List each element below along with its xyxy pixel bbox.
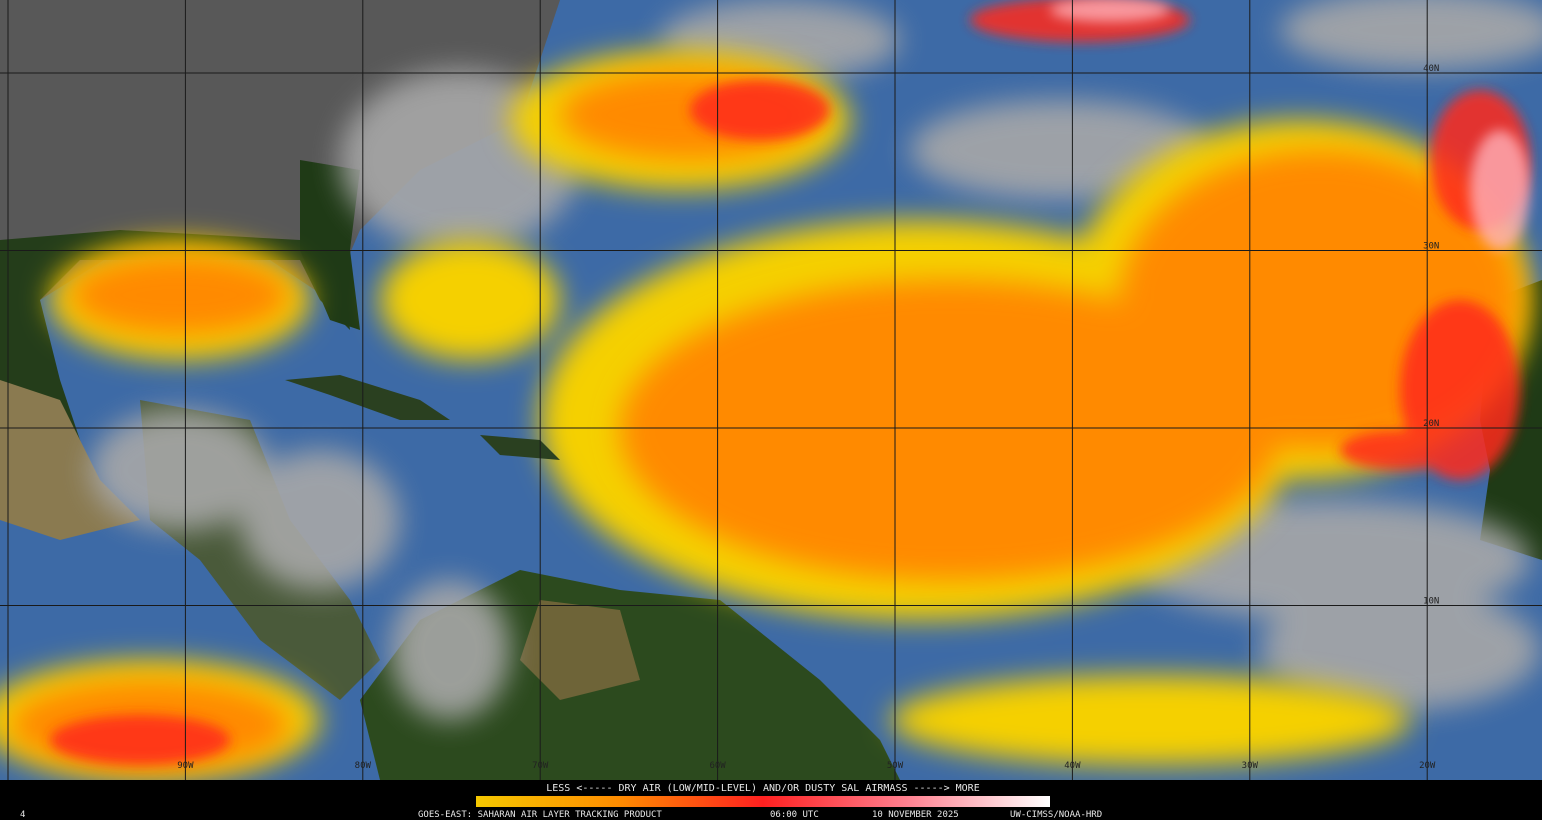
grid-labels: 90W 80W 70W 60W 50W 40W 30W 20W 40N 30N 20N 10N bbox=[177, 64, 1439, 771]
lon-label: 80W bbox=[355, 761, 372, 771]
lon-label: 50W bbox=[887, 761, 904, 771]
lat-label: 20N bbox=[1423, 419, 1439, 429]
credit: UW-CIMSS/NOAA-HRD bbox=[1010, 810, 1102, 820]
color-scale bbox=[476, 796, 1050, 807]
lon-label: 60W bbox=[709, 761, 726, 771]
lon-label: 20W bbox=[1419, 761, 1436, 771]
obs-date: 10 NOVEMBER 2025 bbox=[872, 810, 959, 820]
legend-caption: LESS <----- DRY AIR (LOW/MID-LEVEL) AND/… bbox=[546, 783, 979, 794]
product-name: GOES-EAST: SAHARAN AIR LAYER TRACKING PR… bbox=[418, 810, 662, 820]
lon-label: 40W bbox=[1064, 761, 1081, 771]
satellite-imagery: 90W 80W 70W 60W 50W 40W 30W 20W 40N 30N 20N 10N bbox=[0, 0, 1542, 780]
lon-label: 90W bbox=[177, 761, 194, 771]
lat-label: 40N bbox=[1423, 64, 1439, 74]
lat-lon-grid bbox=[0, 0, 1542, 780]
lat-label: 30N bbox=[1423, 242, 1439, 252]
lon-label: 30W bbox=[1242, 761, 1259, 771]
corner-number: 4 bbox=[20, 810, 25, 820]
lon-label: 70W bbox=[532, 761, 549, 771]
obs-time: 06:00 UTC bbox=[770, 810, 819, 820]
lat-label: 10N bbox=[1423, 597, 1439, 607]
